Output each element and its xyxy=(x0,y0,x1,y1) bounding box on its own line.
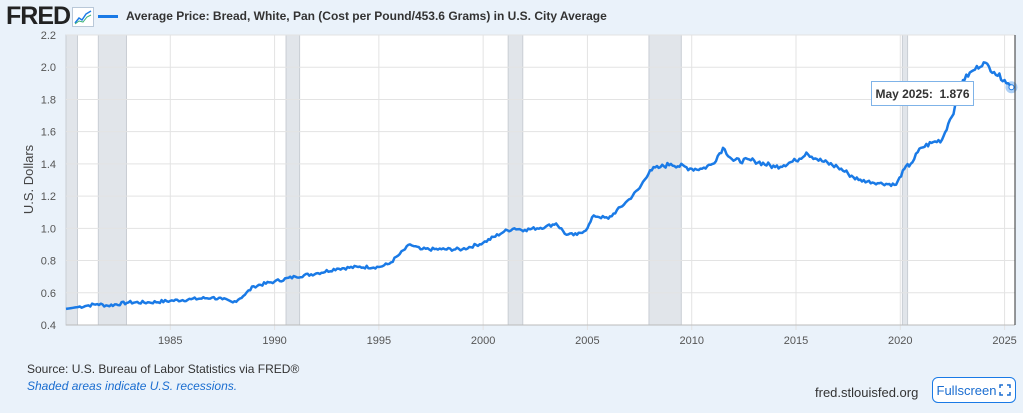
fullscreen-button[interactable]: Fullscreen xyxy=(932,377,1016,403)
recession-band xyxy=(901,34,909,326)
chart-line-icon xyxy=(72,7,94,27)
hover-marker xyxy=(1008,84,1015,91)
y-tick-label: 1.0 xyxy=(41,223,56,235)
legend-swatch xyxy=(98,14,118,18)
y-tick-label: 1.2 xyxy=(41,191,56,203)
plot-background xyxy=(66,35,1015,325)
y-tick-label: 0.8 xyxy=(41,256,56,268)
legend: Average Price: Bread, White, Pan (Cost p… xyxy=(98,9,607,23)
recession-band xyxy=(648,34,682,326)
x-tick-label: 2020 xyxy=(888,335,912,347)
y-tick-label: 2.2 xyxy=(41,30,56,42)
x-tick-label: 2025 xyxy=(992,335,1016,347)
y-tick-label: 1.4 xyxy=(41,159,56,171)
legend-label: Average Price: Bread, White, Pan (Cost p… xyxy=(126,9,607,23)
y-tick-label: 1.6 xyxy=(41,127,56,139)
x-tick-label: 2015 xyxy=(784,335,808,347)
fred-logo[interactable]: FRED xyxy=(6,2,71,30)
recession-band xyxy=(97,34,127,326)
source-text: Source: U.S. Bureau of Labor Statistics … xyxy=(27,362,300,376)
y-tick-label: 1.8 xyxy=(41,94,56,106)
recession-note: Shaded areas indicate U.S. recessions. xyxy=(27,379,238,393)
x-tick-label: 2005 xyxy=(575,335,599,347)
y-tick-label: 0.4 xyxy=(41,320,56,332)
recession-band xyxy=(285,34,301,326)
y-tick-label: 0.6 xyxy=(41,288,56,300)
series-line xyxy=(65,61,1013,311)
x-tick-label: 1985 xyxy=(158,335,182,347)
tooltip-value: 1.876 xyxy=(939,86,970,101)
x-tick-label: 2000 xyxy=(471,335,495,347)
recession-band xyxy=(507,34,524,326)
site-link[interactable]: fred.stlouisfed.org xyxy=(815,385,919,400)
x-tick-label: 1990 xyxy=(262,335,286,347)
fullscreen-icon xyxy=(999,384,1012,396)
fullscreen-label: Fullscreen xyxy=(936,382,997,398)
x-tick-label: 1995 xyxy=(367,335,391,347)
y-tick-label: 2.0 xyxy=(41,62,56,74)
x-tick-label: 2010 xyxy=(679,335,703,347)
tooltip-label: May 2025: xyxy=(875,86,933,101)
recession-band xyxy=(65,34,78,326)
tooltip: May 2025: 1.876 xyxy=(871,81,974,106)
